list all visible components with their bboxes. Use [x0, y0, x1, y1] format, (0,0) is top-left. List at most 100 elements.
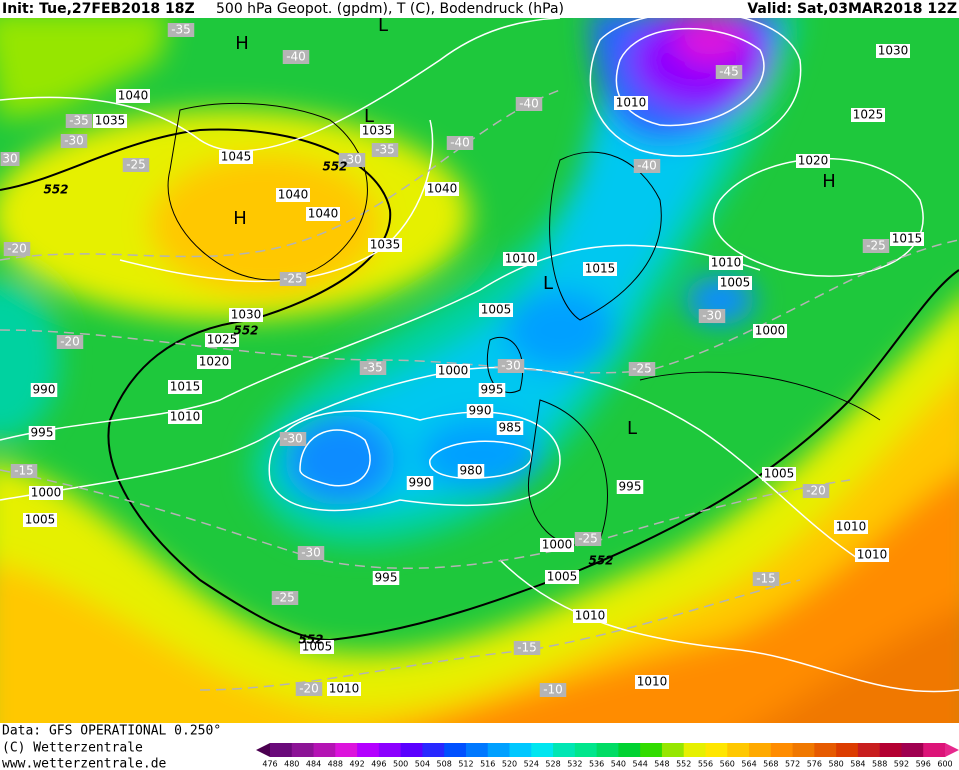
isobar-label-box: [496, 421, 524, 435]
isotherm-label-box: [338, 153, 366, 167]
isotherm-label: -30: [64, 134, 84, 148]
colorbar-label: 548: [654, 760, 669, 769]
isobar-label: 1005: [302, 640, 333, 654]
colorbar-label: 480: [284, 760, 299, 769]
isotherm-label: -40: [286, 50, 306, 64]
isobar-label: 1015: [892, 232, 923, 246]
colorbar-label: 600: [937, 760, 952, 769]
isobar-label-box: [876, 44, 910, 58]
isotherm-label-box: [3, 242, 31, 256]
colorbar-arrow-low: [256, 743, 270, 757]
height-label: 552: [588, 554, 613, 568]
pressure-center: L: [627, 418, 637, 439]
isobar-label: 990: [469, 404, 492, 418]
isobar-label-box: [479, 303, 513, 317]
isotherm-label-box: [297, 546, 325, 560]
isotherm-label-box: [60, 134, 88, 148]
colorbar-label: 532: [567, 760, 582, 769]
isobar-label-box: [457, 464, 485, 478]
valid-time: Valid: Sat,03MAR2018 12Z: [747, 1, 957, 17]
colorbar-swatch: [487, 743, 511, 757]
header-bar: [0, 0, 959, 18]
isotherm-label-box: [65, 114, 93, 128]
height-label: 552: [322, 160, 347, 174]
colorbar-swatch: [770, 743, 794, 757]
height-label: 552: [298, 633, 323, 647]
isotherm-label-box: [698, 309, 726, 323]
pressure-center: H: [235, 33, 249, 54]
colorbar-swatch: [400, 743, 423, 757]
isobar-label: 995: [375, 571, 398, 585]
colorbar-label: 496: [371, 760, 386, 769]
colorbar-swatch: [378, 743, 402, 757]
colorbar-label: 536: [589, 760, 604, 769]
isobar-label-box: [300, 640, 334, 654]
colorbar-label: 564: [741, 760, 756, 769]
isotherm-label-box: [371, 143, 399, 157]
isobar-label-box: [834, 520, 868, 534]
colorbar-swatch: [640, 743, 663, 757]
isobar-label: 980: [460, 464, 483, 478]
colorbar-label: 596: [916, 760, 931, 769]
isotherm-label: -25: [283, 272, 303, 286]
coastlines: [167, 102, 881, 546]
isobar-label: 1010: [857, 548, 888, 562]
map-labels: 1030 1025 1020 1015 1010 1040 1035 1045 1040 1040…: [0, 18, 924, 697]
isotherm-label: -40: [519, 97, 539, 111]
isobar-label: 1020: [199, 355, 230, 369]
colorbar-label: 508: [437, 760, 452, 769]
height-label: 552: [233, 324, 258, 338]
isobar-label-box: [197, 355, 231, 369]
isobar-label-box: [229, 308, 263, 322]
isotherm-label-box: [56, 335, 84, 349]
isotherm-label: -20: [60, 335, 80, 349]
isotherm-label-box: [271, 591, 299, 605]
colorbar-swatch: [836, 743, 859, 757]
colorbar-swatch: [270, 743, 293, 757]
isobar-label-box: [478, 383, 506, 397]
isobar-label-box: [718, 276, 752, 290]
colorbar-label: 592: [894, 760, 909, 769]
isotherm-label: -40: [637, 159, 657, 173]
map-title: 500 hPa Geopot. (gpdm), T (C), Bodendruc…: [216, 1, 564, 17]
isobar-label: 1040: [278, 188, 309, 202]
isobar-label-box: [116, 89, 150, 103]
colorbar-label: 580: [828, 760, 843, 769]
isotherm-label: 30: [2, 152, 17, 166]
isotherm-label-box: [539, 683, 567, 697]
isotherm-label-box: [513, 641, 541, 655]
isotherm-label: -10: [543, 683, 563, 697]
isobar-label: 1040: [308, 207, 339, 221]
colorbar-label: 572: [785, 760, 800, 769]
isotherm-label-box: [282, 50, 310, 64]
colorbar-label: 476: [262, 760, 277, 769]
isobar-label-box: [168, 380, 202, 394]
isobar-label: 995: [31, 426, 54, 440]
isobar-label: 1035: [370, 238, 401, 252]
isobar-label: 1035: [95, 114, 126, 128]
colorbar-swatch: [444, 743, 467, 757]
isobar-label: 1000: [31, 486, 62, 500]
isotherm-label: -25: [866, 239, 886, 253]
isobar-label: 1030: [878, 44, 909, 58]
isobar-label-box: [753, 324, 787, 338]
isobar-label: 1030: [231, 308, 262, 322]
isotherm-label: -15: [14, 464, 34, 478]
isotherm-label: -15: [517, 641, 537, 655]
colorbar-label: 484: [306, 760, 321, 769]
isotherm-label-box: [574, 532, 602, 546]
isobar-label-box: [425, 182, 459, 196]
isobar-label-box: [360, 124, 394, 138]
isotherm-label-box: [752, 572, 780, 586]
isotherm-label-box: [515, 97, 543, 111]
colorbar-swatch: [357, 743, 380, 757]
isobar-label-box: [306, 207, 340, 221]
isobar-label: 1005: [547, 570, 578, 584]
isotherm-label-box: [167, 23, 195, 37]
isotherm-label-box: [633, 159, 661, 173]
data-source: Data: GFS OPERATIONAL 0.250°: [2, 724, 221, 739]
isobar-label-box: [890, 232, 924, 246]
isobar-label-box: [23, 513, 57, 527]
colorbar-swatch: [857, 743, 881, 757]
colorbar-swatch: [335, 743, 358, 757]
